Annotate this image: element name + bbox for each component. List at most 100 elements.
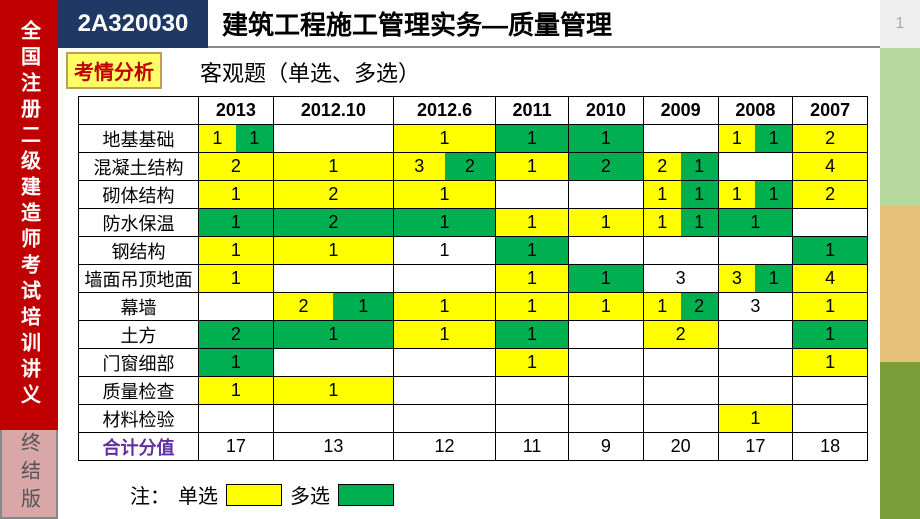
data-cell: 2 [199,321,274,349]
score-table: 20132012.102012.620112010200920082007 地基… [78,96,868,461]
data-cell: 11 [643,209,718,237]
data-cell: 11 [718,125,793,153]
table-row: 钢结构11111 [79,237,868,265]
data-cell [793,405,868,433]
data-cell: 1 [394,293,496,321]
data-cell: 1 [496,209,569,237]
data-cell: 1 [199,181,274,209]
total-cell: 11 [496,433,569,461]
table-row: 幕墙211111231 [79,293,868,321]
legend-multi-swatch [338,484,394,506]
data-cell: 1 [718,209,793,237]
data-cell [394,405,496,433]
data-cell: 1 [199,349,274,377]
subtitle: 客观题（单选、多选） [200,56,420,88]
data-cell [643,377,718,405]
data-cell: 21 [643,153,718,181]
data-cell [643,405,718,433]
data-cell: 1 [569,125,644,153]
header-bar: 2A320030 建筑工程施工管理实务—质量管理 [58,0,880,48]
data-cell [199,405,274,433]
row-label: 钢结构 [79,237,199,265]
left-sidebar: 全国注册二级建造师考试培训讲义 终结版 [0,0,58,519]
total-cell: 18 [793,433,868,461]
year-header: 2012.6 [394,97,496,125]
data-cell: 1 [273,321,393,349]
data-cell [718,153,793,181]
table-row: 墙面吊顶地面1113314 [79,265,868,293]
table-row: 土方211121 [79,321,868,349]
data-cell: 1 [199,265,274,293]
row-label: 混凝土结构 [79,153,199,181]
year-header: 2012.10 [273,97,393,125]
data-cell: 1 [273,377,393,405]
right-sidebar: 1 [880,0,920,519]
data-cell: 12 [643,293,718,321]
total-cell: 17 [718,433,793,461]
data-cell: 4 [793,265,868,293]
data-cell [569,237,644,265]
total-cell: 20 [643,433,718,461]
legend-multi-label: 多选 [290,480,330,509]
year-header: 2009 [643,97,718,125]
data-cell [569,349,644,377]
data-cell: 21 [273,293,393,321]
data-cell: 1 [496,237,569,265]
data-cell: 1 [273,153,393,181]
data-cell [718,377,793,405]
data-cell: 1 [569,265,644,293]
sidebar-title: 全国注册二级建造师考试培训讲义 [15,20,44,410]
data-cell [496,181,569,209]
data-cell [643,125,718,153]
table-row: 砌体结构12111112 [79,181,868,209]
data-cell: 1 [496,153,569,181]
corner-cell [79,97,199,125]
data-cell: 1 [394,125,496,153]
data-cell: 1 [569,293,644,321]
data-cell: 32 [394,153,496,181]
data-cell: 1 [273,237,393,265]
total-label: 合计分值 [79,433,199,461]
data-cell: 1 [199,209,274,237]
data-cell: 1 [496,293,569,321]
row-label: 幕墙 [79,293,199,321]
total-cell: 12 [394,433,496,461]
header-row: 20132012.102012.620112010200920082007 [79,97,868,125]
sidebar-rose-block: 终结版 [0,430,58,519]
year-header: 2007 [793,97,868,125]
data-cell [569,377,644,405]
header-title: 建筑工程施工管理实务—质量管理 [208,0,880,48]
data-cell: 2 [793,181,868,209]
total-cell: 13 [273,433,393,461]
data-cell [394,349,496,377]
data-cell [569,181,644,209]
total-cell: 17 [199,433,274,461]
data-cell: 2 [793,125,868,153]
table-row: 地基基础11111112 [79,125,868,153]
table-row: 混凝土结构213212214 [79,153,868,181]
table-row: 质量检查11 [79,377,868,405]
row-label: 材料检验 [79,405,199,433]
data-cell: 1 [793,349,868,377]
data-cell: 1 [394,181,496,209]
row-label: 墙面吊顶地面 [79,265,199,293]
data-cell: 4 [793,153,868,181]
data-cell [718,349,793,377]
data-cell: 1 [718,405,793,433]
data-cell [718,321,793,349]
data-cell [496,405,569,433]
data-cell: 11 [718,181,793,209]
total-cell: 9 [569,433,644,461]
page-number: 1 [880,0,920,48]
data-cell: 2 [569,153,644,181]
data-cell [793,209,868,237]
data-cell: 31 [718,265,793,293]
sidebar-red-block: 全国注册二级建造师考试培训讲义 [0,0,58,430]
data-cell: 1 [394,209,496,237]
year-header: 2011 [496,97,569,125]
row-label: 砌体结构 [79,181,199,209]
legend-single-swatch [226,484,282,506]
row-label: 地基基础 [79,125,199,153]
data-cell: 1 [199,377,274,405]
data-cell [394,377,496,405]
